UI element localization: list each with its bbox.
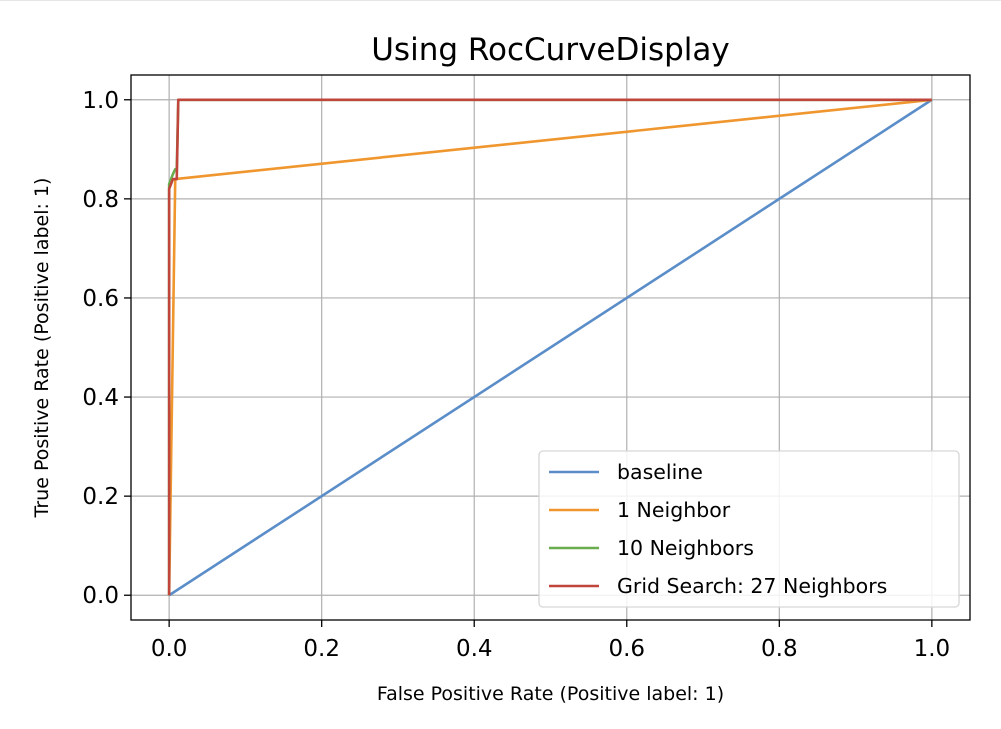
x-tick-label: 0.4: [456, 636, 493, 662]
axis-ticks: 0.0 0.2 0.4 0.6 0.8 1.0 0.0 0.2 0.4 0.6 0.8 1.0: [82, 88, 950, 662]
legend-box: [538, 450, 960, 608]
y-tick-label: 1.0: [82, 88, 119, 114]
x-tick-label: 0.6: [608, 636, 645, 662]
y-tick-label: 0.0: [82, 583, 119, 609]
legend-entry-label: baseline: [617, 460, 703, 484]
legend: baseline 1 Neighbor 10 Neighbors Grid Searc…: [538, 450, 960, 608]
plot-area-frame: [130, 74, 971, 621]
x-axis-label: False Positive Rate (Positive label: 1): [377, 683, 724, 705]
top-separator-line: [0, 0, 1001, 1]
x-tick-label: 1.0: [914, 636, 951, 662]
series-line-1: [168, 98, 933, 597]
series-lines: [167, 98, 933, 597]
x-tick-label: 0.0: [151, 636, 188, 662]
y-tick-label: 0.6: [82, 286, 119, 312]
y-tick-label: 0.2: [82, 484, 119, 510]
y-tick-label: 0.8: [82, 187, 119, 213]
x-tick-label: 0.8: [761, 636, 798, 662]
x-tick-label: 0.2: [303, 636, 340, 662]
series-line-4: [167, 98, 932, 596]
legend-entry-label: 10 Neighbors: [617, 536, 754, 560]
chart-title: Using RocCurveDisplay: [371, 32, 730, 68]
legend-entry-label: 1 Neighbor: [617, 498, 731, 522]
y-axis-label: True Positive Rate (Positive label: 1): [31, 178, 53, 519]
y-tick-label: 0.4: [82, 385, 119, 411]
legend-entry-label: Grid Search: 27 Neighbors: [617, 574, 887, 598]
